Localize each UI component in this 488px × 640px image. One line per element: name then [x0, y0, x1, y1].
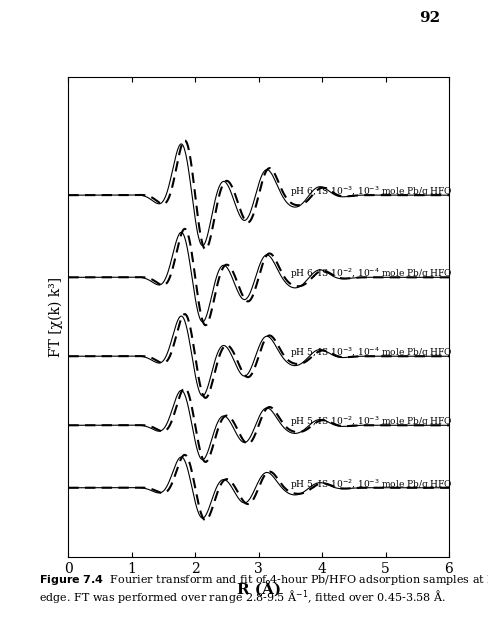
Y-axis label: FT [χ(k) k³]: FT [χ(k) k³]	[48, 276, 63, 357]
Text: 92: 92	[419, 12, 440, 26]
Text: edge. FT was performed over range 2.8-9.5 Å$^{-1}$, fitted over 0.45-3.58 Å.: edge. FT was performed over range 2.8-9.…	[39, 589, 446, 606]
Text: $\bf{Figure\ 7.4}$  Fourier transform and fit of 4-hour Pb/HFO adsorption sample: $\bf{Figure\ 7.4}$ Fourier transform and…	[39, 573, 488, 587]
Text: pH 5, IS 10$^{-3}$, 10$^{-4}$ mole Pb/g HFO: pH 5, IS 10$^{-3}$, 10$^{-4}$ mole Pb/g …	[290, 346, 453, 360]
Text: pH 6, IS 10$^{-2}$, 10$^{-4}$ mole Pb/g HFO: pH 6, IS 10$^{-2}$, 10$^{-4}$ mole Pb/g …	[290, 267, 453, 281]
Text: pH 6, IS 10$^{-3}$, 10$^{-3}$ mole Pb/g HFO: pH 6, IS 10$^{-3}$, 10$^{-3}$ mole Pb/g …	[290, 185, 453, 199]
Text: pH 5, IS 10$^{-2}$, 10$^{-3}$ mole Pb/g HFO: pH 5, IS 10$^{-2}$, 10$^{-3}$ mole Pb/g …	[290, 415, 453, 429]
X-axis label: R (Å): R (Å)	[237, 581, 281, 598]
Text: pH 5, IS 10$^{-2}$, 10$^{-3}$ mole Pb/g HFO: pH 5, IS 10$^{-2}$, 10$^{-3}$ mole Pb/g …	[290, 477, 453, 492]
